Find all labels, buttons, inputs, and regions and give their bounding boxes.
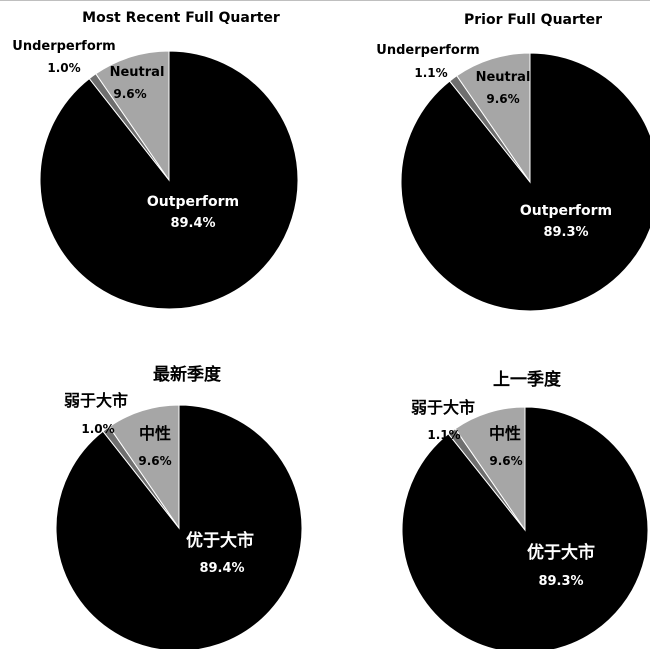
- top-border: [0, 0, 650, 1]
- label-outperform-name: Outperform: [519, 203, 613, 219]
- label-neutral-name: Neutral: [109, 65, 165, 80]
- label-neutral-value: 9.6%: [486, 92, 520, 106]
- label-neutral-value: 9.6%: [489, 454, 523, 468]
- label-outperform-value: 89.4%: [199, 561, 245, 576]
- slice-neutral: [95, 50, 170, 182]
- label-underperform-value: 1.1%: [427, 428, 461, 442]
- label-outperform-value: 89.3%: [543, 225, 589, 240]
- label-neutral-value: 9.6%: [113, 87, 147, 101]
- label-underperform-name: Underperform: [376, 43, 480, 58]
- label-outperform-name: 优于大市: [527, 543, 595, 563]
- chart-title-recent-cn: 最新季度: [153, 365, 221, 385]
- slice-neutral: [454, 406, 526, 532]
- label-underperform-value: 1.0%: [81, 422, 115, 436]
- label-outperform-value: 89.4%: [170, 216, 216, 231]
- label-neutral-value: 9.6%: [138, 454, 172, 468]
- label-neutral-name: Neutral: [475, 70, 531, 85]
- label-neutral-name: 中性: [138, 424, 172, 443]
- chart-title-prior-cn: 上一季度: [493, 370, 561, 390]
- label-neutral-name: 中性: [488, 424, 522, 443]
- label-underperform-value: 1.1%: [414, 66, 448, 80]
- chart-title-prior-en: Prior Full Quarter: [464, 12, 602, 28]
- chart-title-recent-en: Most Recent Full Quarter: [82, 10, 280, 26]
- label-underperform-name: 弱于大市: [410, 398, 476, 417]
- label-outperform-name: 优于大市: [186, 531, 254, 551]
- label-outperform-name: Outperform: [146, 194, 240, 210]
- label-underperform-value: 1.0%: [47, 61, 81, 75]
- label-underperform-name: Underperform: [12, 39, 116, 54]
- label-underperform-name: 弱于大市: [63, 391, 129, 410]
- slice-neutral: [108, 404, 180, 530]
- label-outperform-value: 89.3%: [538, 574, 584, 589]
- slice-neutral: [456, 52, 531, 184]
- slice-outperform: [400, 52, 650, 312]
